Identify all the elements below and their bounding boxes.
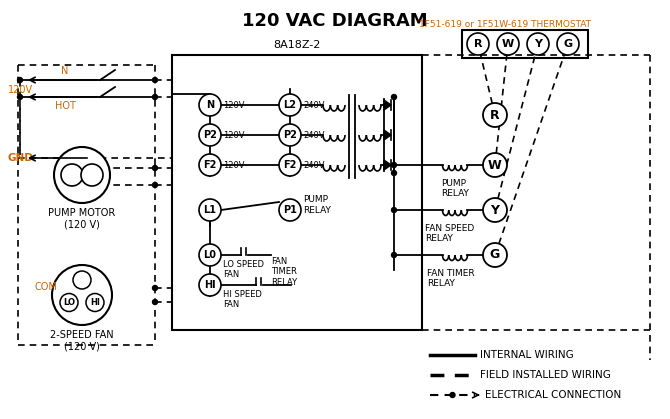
Text: W: W bbox=[488, 158, 502, 171]
Text: Y: Y bbox=[534, 39, 542, 49]
Text: HI: HI bbox=[204, 280, 216, 290]
Polygon shape bbox=[384, 100, 391, 110]
Text: W: W bbox=[502, 39, 514, 49]
Text: P2: P2 bbox=[203, 130, 217, 140]
Circle shape bbox=[279, 154, 301, 176]
Text: PUMP
RELAY: PUMP RELAY bbox=[303, 195, 331, 215]
Circle shape bbox=[60, 293, 78, 311]
Text: Y: Y bbox=[490, 204, 500, 217]
Circle shape bbox=[391, 207, 397, 212]
Text: HOT: HOT bbox=[54, 101, 76, 111]
Circle shape bbox=[73, 271, 91, 289]
Text: N: N bbox=[206, 100, 214, 110]
Text: HI: HI bbox=[90, 298, 100, 307]
Circle shape bbox=[199, 199, 221, 221]
Text: LO: LO bbox=[63, 298, 75, 307]
Text: F2: F2 bbox=[203, 160, 216, 170]
Text: G: G bbox=[563, 39, 573, 49]
Circle shape bbox=[279, 199, 301, 221]
Text: L2: L2 bbox=[283, 100, 297, 110]
Text: F2: F2 bbox=[283, 160, 297, 170]
Circle shape bbox=[199, 124, 221, 146]
Text: P1: P1 bbox=[283, 205, 297, 215]
Text: 120 VAC DIAGRAM: 120 VAC DIAGRAM bbox=[242, 12, 428, 30]
Circle shape bbox=[81, 164, 103, 186]
Circle shape bbox=[391, 163, 397, 168]
Text: 240V: 240V bbox=[303, 101, 324, 109]
Circle shape bbox=[199, 154, 221, 176]
Circle shape bbox=[54, 147, 110, 203]
Text: 2-SPEED FAN
(120 V): 2-SPEED FAN (120 V) bbox=[50, 330, 114, 352]
Text: 120V: 120V bbox=[223, 130, 245, 140]
Circle shape bbox=[153, 95, 157, 99]
Circle shape bbox=[153, 183, 157, 187]
Circle shape bbox=[527, 33, 549, 55]
Circle shape bbox=[467, 33, 489, 55]
Circle shape bbox=[391, 95, 397, 99]
Text: PUMP MOTOR
(120 V): PUMP MOTOR (120 V) bbox=[48, 208, 116, 230]
Text: PUMP
RELAY: PUMP RELAY bbox=[441, 179, 469, 199]
Circle shape bbox=[279, 124, 301, 146]
Bar bbox=[172, 55, 422, 330]
Circle shape bbox=[153, 285, 157, 290]
Circle shape bbox=[279, 94, 301, 116]
Bar bbox=[462, 30, 588, 58]
Text: COM: COM bbox=[34, 282, 57, 292]
Text: N: N bbox=[62, 66, 69, 76]
Circle shape bbox=[61, 164, 83, 186]
Text: L1: L1 bbox=[204, 205, 216, 215]
Circle shape bbox=[483, 103, 507, 127]
Text: 120V: 120V bbox=[223, 101, 245, 109]
Text: FAN
TIMER
RELAY: FAN TIMER RELAY bbox=[271, 257, 297, 287]
Circle shape bbox=[483, 198, 507, 222]
Circle shape bbox=[450, 393, 455, 398]
Text: 1F51-619 or 1F51W-619 THERMOSTAT: 1F51-619 or 1F51W-619 THERMOSTAT bbox=[419, 20, 591, 29]
Circle shape bbox=[391, 253, 397, 258]
Text: 8A18Z-2: 8A18Z-2 bbox=[273, 40, 321, 50]
Text: 120V: 120V bbox=[223, 160, 245, 170]
Text: G: G bbox=[490, 248, 500, 261]
Text: LO SPEED
FAN: LO SPEED FAN bbox=[223, 260, 264, 279]
Text: HI SPEED
FAN: HI SPEED FAN bbox=[223, 290, 262, 309]
Circle shape bbox=[199, 274, 221, 296]
Text: FAN TIMER
RELAY: FAN TIMER RELAY bbox=[427, 269, 474, 288]
Circle shape bbox=[153, 78, 157, 83]
Circle shape bbox=[557, 33, 579, 55]
Text: INTERNAL WIRING: INTERNAL WIRING bbox=[480, 350, 574, 360]
Text: R: R bbox=[474, 39, 482, 49]
Circle shape bbox=[17, 78, 23, 83]
Text: FAN SPEED
RELAY: FAN SPEED RELAY bbox=[425, 224, 474, 243]
Circle shape bbox=[483, 243, 507, 267]
Circle shape bbox=[153, 300, 157, 305]
Circle shape bbox=[86, 293, 104, 311]
Circle shape bbox=[391, 171, 397, 176]
Text: 120V: 120V bbox=[8, 85, 33, 95]
Circle shape bbox=[483, 153, 507, 177]
Text: 240V: 240V bbox=[303, 130, 324, 140]
Circle shape bbox=[17, 95, 23, 99]
Circle shape bbox=[52, 265, 112, 325]
Circle shape bbox=[199, 94, 221, 116]
Circle shape bbox=[153, 166, 157, 171]
Text: 240V: 240V bbox=[303, 160, 324, 170]
Text: P2: P2 bbox=[283, 130, 297, 140]
Text: L0: L0 bbox=[204, 250, 216, 260]
Circle shape bbox=[199, 244, 221, 266]
Polygon shape bbox=[384, 160, 391, 170]
Circle shape bbox=[497, 33, 519, 55]
Text: FIELD INSTALLED WIRING: FIELD INSTALLED WIRING bbox=[480, 370, 611, 380]
Text: R: R bbox=[490, 109, 500, 122]
Polygon shape bbox=[384, 130, 391, 140]
Text: ELECTRICAL CONNECTION: ELECTRICAL CONNECTION bbox=[485, 390, 621, 400]
Text: GND: GND bbox=[8, 153, 34, 163]
